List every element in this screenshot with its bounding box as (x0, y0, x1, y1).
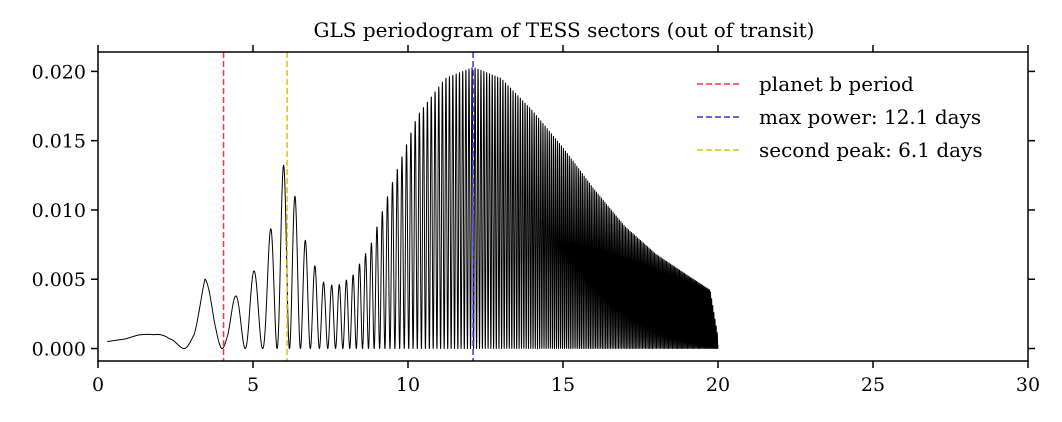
y-tick-label: 0.015 (32, 131, 86, 153)
series-line-0 (106, 67, 719, 350)
legend-label-1: max power: 12.1 days (759, 105, 981, 129)
plot-area: 0 5 10 15 20 25 30 0.000 0.005 0.010 0.015 0.020 pla… (32, 45, 1040, 396)
chart-title: GLS periodogram of TESS sectors (out of … (314, 18, 815, 42)
x-tick-label: 0 (92, 374, 104, 396)
y-tick-label: 0.005 (32, 269, 86, 291)
x-tick-label: 10 (396, 374, 420, 396)
y-tick-label: 0.000 (32, 339, 86, 361)
x-tick-label: 20 (706, 374, 730, 396)
y-tick-label: 0.010 (32, 200, 86, 222)
x-tick-label: 15 (551, 374, 575, 396)
legend-label-0: planet b period (759, 72, 914, 96)
x-tick-label: 25 (861, 374, 885, 396)
y-tick-label: 0.020 (32, 61, 86, 83)
legend-label-2: second peak: 6.1 days (759, 138, 983, 162)
x-tick-label: 5 (247, 374, 259, 396)
x-tick-label: 30 (1016, 374, 1040, 396)
